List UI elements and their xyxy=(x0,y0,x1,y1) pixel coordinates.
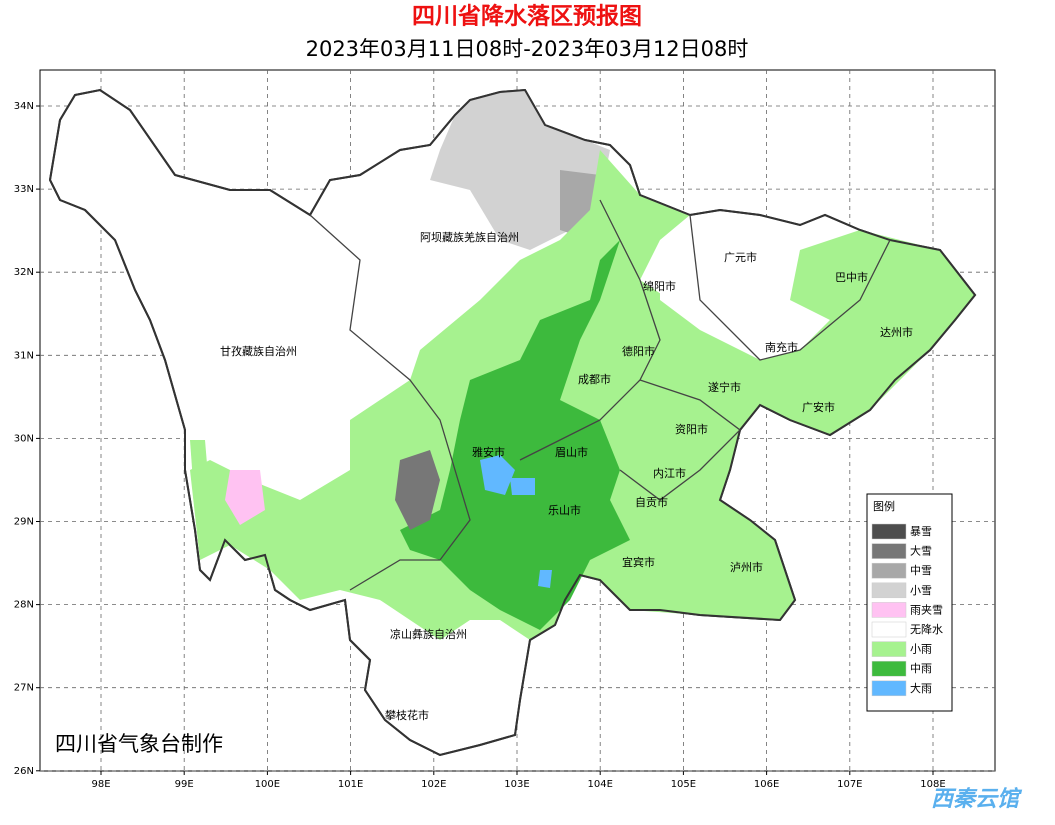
heavy-rain-area xyxy=(480,455,515,495)
lon-tick-label: 108E xyxy=(920,779,945,790)
legend-label: 雨夹雪 xyxy=(910,603,943,616)
region-label: 自贡市 xyxy=(635,495,668,509)
legend-label: 小雨 xyxy=(910,643,932,656)
lat-tick-label: 27N xyxy=(14,683,34,694)
region-label: 眉山市 xyxy=(555,445,588,459)
lat-tick-label: 34N xyxy=(14,101,34,112)
lon-tick-label: 106E xyxy=(754,779,779,790)
region-label: 遂宁市 xyxy=(708,380,741,394)
lon-tick-label: 98E xyxy=(91,779,110,790)
title: 四川省降水落区预报图 xyxy=(412,4,642,30)
legend-swatch xyxy=(871,621,907,638)
lat-tick-label: 33N xyxy=(14,184,34,195)
city-borders xyxy=(309,199,891,591)
lat-tick-label: 32N xyxy=(14,267,34,278)
border-line xyxy=(619,379,741,501)
region-label: 攀枝花市 xyxy=(385,708,429,722)
legend-label: 大雪 xyxy=(910,544,932,558)
region-labels: 阿坝藏族羌族自治州 广元市 巴中市 绵阳市 达州市 甘孜藏族自治州 德阳市 南充… xyxy=(220,230,913,722)
region-label: 宜宾市 xyxy=(622,555,655,569)
legend-swatch xyxy=(871,641,907,657)
region-label: 广安市 xyxy=(802,400,835,414)
region-label: 成都市 xyxy=(578,372,611,386)
region-label: 德阳市 xyxy=(622,344,655,358)
lon-tick-label: 104E xyxy=(587,779,612,790)
legend-label: 中雨 xyxy=(910,662,932,675)
watermark: 西秦云馆 xyxy=(931,786,1023,812)
lat-tick-label: 30N xyxy=(14,433,34,444)
province-border xyxy=(48,88,977,757)
light-rain-area xyxy=(190,440,210,510)
region-label: 阿坝藏族羌族自治州 xyxy=(420,230,519,244)
region-label: 内江市 xyxy=(653,466,686,480)
region-label: 甘孜藏族自治州 xyxy=(220,344,297,358)
lon-tick-label: 102E xyxy=(421,779,446,790)
lat-tick-label: 31N xyxy=(14,350,34,361)
lon-tick-label: 103E xyxy=(504,779,529,790)
credit: 四川省气象台制作 xyxy=(55,732,223,756)
lat-tick-label: 29N xyxy=(14,517,34,528)
region-label: 雅安市 xyxy=(472,445,505,459)
region-label: 达州市 xyxy=(880,325,913,339)
moderate-rain-area xyxy=(400,240,630,630)
legend-swatch xyxy=(871,660,907,677)
subtitle: 2023年03月11日08时-2023年03月12日08时 xyxy=(306,37,749,61)
lat-tick-label: 28N xyxy=(14,600,34,611)
border-line xyxy=(309,214,471,591)
legend-swatch xyxy=(871,602,907,618)
region-label: 凉山彝族自治州 xyxy=(390,627,467,641)
legend-swatch xyxy=(871,543,907,559)
region-label: 乐山市 xyxy=(548,503,581,517)
no-precip-area xyxy=(660,230,830,360)
border-line xyxy=(689,214,891,361)
heavy-rain-area xyxy=(538,570,552,588)
heavy-rain-area xyxy=(510,478,535,495)
legend-swatch xyxy=(871,582,907,599)
region-label: 绵阳市 xyxy=(643,279,676,293)
region-label: 南充市 xyxy=(765,340,798,354)
lon-tick-label: 101E xyxy=(338,779,363,790)
heavy-snow-area xyxy=(395,450,440,530)
legend-label: 大雨 xyxy=(910,681,932,695)
legend-swatch xyxy=(871,562,907,579)
legend-label: 无降水 xyxy=(910,622,943,636)
legend-title: 图例 xyxy=(873,499,895,513)
region-label: 广元市 xyxy=(724,250,757,264)
region-label: 泸州市 xyxy=(730,560,763,574)
precip-areas xyxy=(190,90,975,640)
region-label: 资阳市 xyxy=(675,422,708,436)
lon-tick-label: 107E xyxy=(837,779,862,790)
legend-label: 暴雪 xyxy=(910,525,932,538)
legend-swatch xyxy=(871,680,907,697)
legend-label: 中雪 xyxy=(910,564,932,577)
lon-tick-label: 99E xyxy=(175,779,194,790)
legend-swatch xyxy=(871,523,907,540)
lon-tick-label: 105E xyxy=(671,779,696,790)
region-label: 巴中市 xyxy=(835,270,868,284)
lat-tick-label: 26N xyxy=(14,766,34,777)
lon-tick-label: 100E xyxy=(255,779,280,790)
sleet-area xyxy=(225,470,265,525)
legend-label: 小雪 xyxy=(910,584,932,597)
